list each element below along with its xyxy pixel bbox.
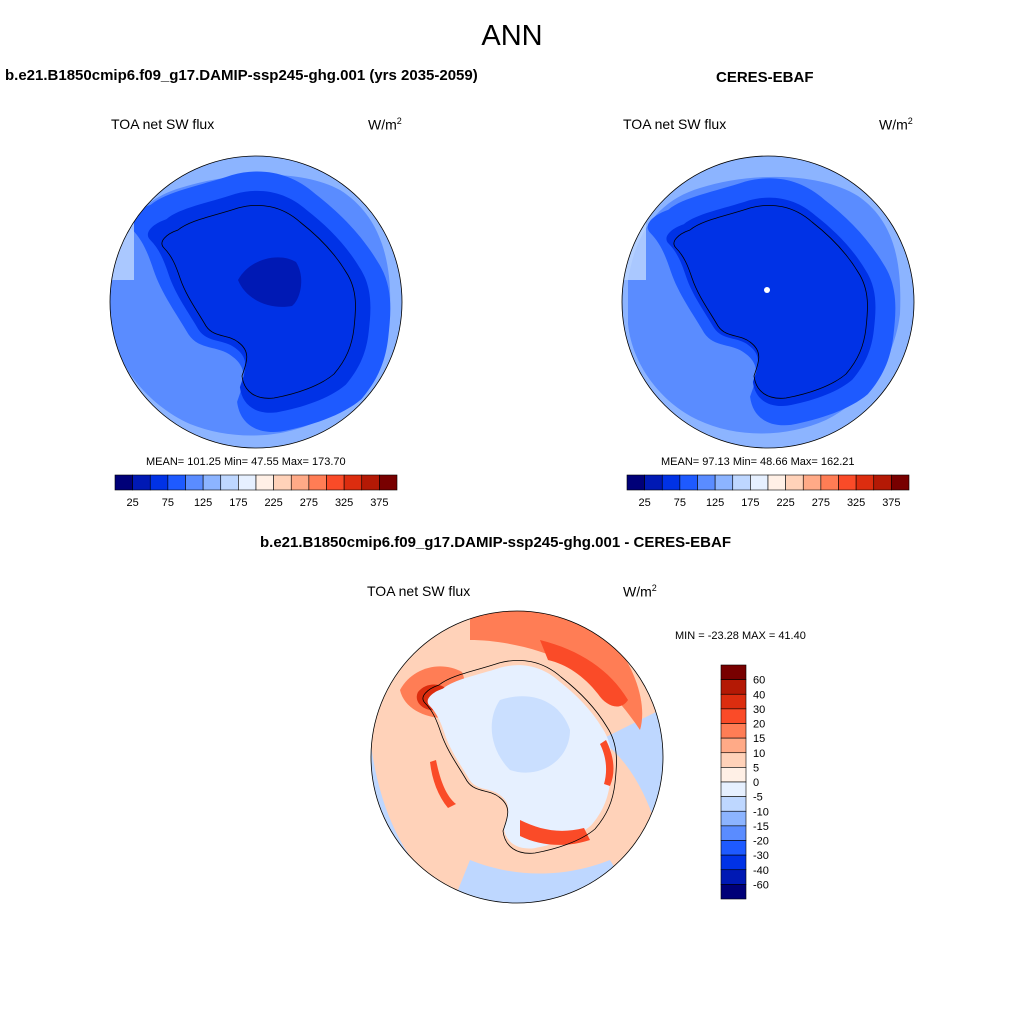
colorbar-swatch (720, 767, 747, 783)
colorbar-tick-label: 40 (753, 689, 765, 701)
colorbar-swatch (697, 474, 716, 491)
panel-1-title: b.e21.B1850cmip6.f09_g17.DAMIP-ssp245-gh… (5, 67, 478, 84)
colorbar-tick-label: 30 (753, 704, 765, 716)
colorbar-swatch (149, 474, 169, 491)
colorbar-tick-label: -10 (753, 806, 769, 818)
panel-1-variable: TOA net SW flux (111, 116, 215, 132)
colorbar-swatch (720, 693, 747, 710)
colorbar-tick-label: 5 (753, 762, 759, 774)
map-1-model (109, 155, 403, 449)
panel-3-variable: TOA net SW flux (367, 583, 471, 599)
colorbar-swatch (720, 723, 747, 739)
colorbar-swatch (750, 474, 769, 491)
colorbar-swatch (720, 869, 747, 885)
colorbar-tick-label: -15 (753, 821, 769, 833)
colorbar-swatch (290, 474, 310, 491)
colorbar-swatch (720, 840, 747, 856)
colorbar-swatch (343, 474, 363, 491)
panel-3-stats: MIN = -23.28 MAX = 41.40 (675, 630, 806, 642)
colorbar-swatch (767, 474, 786, 491)
colorbar-swatch (626, 474, 645, 491)
colorbar-swatch (720, 854, 747, 871)
colorbar-tick-label: -40 (753, 865, 769, 877)
colorbar-swatch (838, 474, 857, 491)
colorbar-swatch (185, 474, 204, 491)
panel-2-variable: TOA net SW flux (623, 116, 727, 132)
colorbar-swatch (720, 796, 747, 812)
colorbar-swatch (220, 474, 239, 491)
colorbar-tick-label: 25 (127, 497, 139, 509)
colorbar-swatch (644, 474, 663, 491)
colorbar-swatch (720, 825, 747, 841)
colorbar-1: 25 75 125 175 225 275 325 375 (114, 474, 398, 509)
colorbar-swatch (326, 474, 345, 491)
panel-2-units: W/m2 (879, 116, 913, 133)
colorbar-swatch (679, 474, 698, 491)
colorbar-swatch (714, 474, 734, 491)
colorbar-swatch (855, 474, 875, 491)
colorbar-tick-label: 375 (882, 497, 900, 509)
colorbar-swatch (720, 664, 747, 680)
plot-title: ANN (481, 20, 543, 52)
colorbar-swatch (720, 884, 747, 900)
colorbar-tick-label: 15 (753, 733, 765, 745)
colorbar-swatch (308, 474, 327, 491)
colorbar-swatch (273, 474, 292, 491)
colorbar-tick-label: 225 (264, 497, 282, 509)
colorbar-tick-label: 325 (335, 497, 353, 509)
colorbar-tick-label: 60 (753, 675, 765, 687)
colorbar-tick-label: 375 (370, 497, 388, 509)
colorbar-swatch (820, 474, 839, 491)
colorbar-swatch (379, 474, 398, 491)
colorbar-tick-label: 325 (847, 497, 865, 509)
colorbar-swatch (238, 474, 257, 491)
colorbar-swatch (891, 474, 910, 491)
colorbar-tick-label: 75 (162, 497, 174, 509)
colorbar-tick-label: 275 (300, 497, 318, 509)
colorbar-swatch (720, 781, 747, 797)
map-2-observed (621, 155, 915, 449)
colorbar-tick-label: -20 (753, 836, 769, 848)
colorbar-tick-label: 275 (812, 497, 830, 509)
colorbar-swatch (661, 474, 681, 491)
colorbar-tick-label: 20 (753, 719, 765, 731)
colorbar-swatch (873, 474, 892, 491)
panel-3-title: b.e21.B1850cmip6.f09_g17.DAMIP-ssp245-gh… (260, 534, 731, 551)
colorbar-swatch (720, 737, 747, 754)
panel-3-units: W/m2 (623, 583, 657, 600)
panel-1-units: W/m2 (368, 116, 402, 133)
panel-2-title: CERES-EBAF (716, 69, 814, 86)
colorbar-tick-label: 175 (229, 497, 247, 509)
colorbar-swatch (202, 474, 222, 491)
colorbar-swatch (361, 474, 380, 491)
colorbar-swatch (732, 474, 751, 491)
colorbar-tick-label: 125 (706, 497, 724, 509)
colorbar-tick-label: 0 (753, 777, 759, 789)
colorbar-swatch (720, 679, 747, 695)
colorbar-swatch (720, 708, 747, 724)
panel-1-stats: MEAN= 101.25 Min= 47.55 Max= 173.70 (146, 456, 346, 468)
colorbar-swatch (114, 474, 133, 491)
colorbar-tick-label: 125 (194, 497, 212, 509)
colorbar-tick-label: -30 (753, 850, 769, 862)
colorbar-swatch (785, 474, 804, 491)
colorbar-3: 60 40 30 20 15 10 5 0 -5 -10 -15 -20 -30 -40 -60 (720, 664, 769, 900)
colorbar-swatch (802, 474, 822, 491)
colorbar-swatch (720, 752, 747, 768)
colorbar-swatch (132, 474, 151, 491)
colorbar-2: 25 75 125 175 225 275 325 375 (626, 474, 910, 509)
colorbar-tick-label: -5 (753, 792, 763, 804)
panel-2-stats: MEAN= 97.13 Min= 48.66 Max= 162.21 (661, 456, 855, 468)
colorbar-swatch (167, 474, 186, 491)
colorbar-tick-label: 225 (776, 497, 794, 509)
colorbar-tick-label: 175 (741, 497, 759, 509)
colorbar-tick-label: -60 (753, 879, 769, 891)
map-3-difference (370, 610, 664, 904)
colorbar-swatch (255, 474, 274, 491)
colorbar-tick-label: 25 (639, 497, 651, 509)
colorbar-swatch (720, 810, 747, 827)
colorbar-tick-label: 10 (753, 748, 765, 760)
colorbar-tick-label: 75 (674, 497, 686, 509)
